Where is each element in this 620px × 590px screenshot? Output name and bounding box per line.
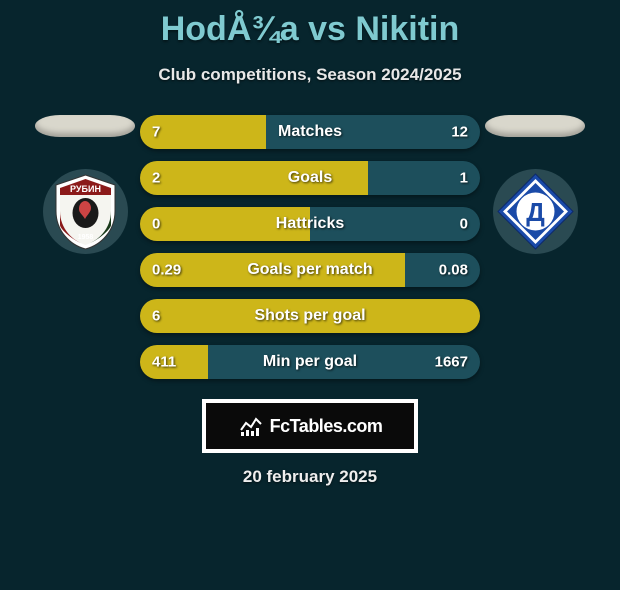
bar-value-right: 1667 [435,354,468,371]
left-side: РУБИН 1958 [30,115,140,254]
bar-label: Goals [288,169,332,187]
dynamo-badge-icon: Д [493,169,578,254]
subtitle: Club competitions, Season 2024/2025 [0,65,620,85]
bar-left-fill [140,161,368,195]
bar-value-left: 2 [152,170,160,187]
bar-value-left: 0.29 [152,262,181,279]
right-side: Д [480,115,590,254]
stat-bar: Hattricks 0 0 [140,207,480,241]
bar-value-right: 0.08 [439,262,468,279]
bar-value-right: 0 [460,216,468,233]
left-pill [35,115,135,137]
bar-value-right: 12 [451,124,468,141]
comparison-row: РУБИН 1958 Matches 7 12 Goals 2 1 Hattricks 0 0 G… [0,115,620,379]
stat-bars: Matches 7 12 Goals 2 1 Hattricks 0 0 Goals per ma… [140,115,480,379]
bar-value-left: 7 [152,124,160,141]
stat-bar: Goals per match 0.29 0.08 [140,253,480,287]
bar-value-left: 411 [152,354,176,371]
bar-label: Min per goal [263,353,357,371]
bar-label: Matches [278,123,342,141]
left-club-logo: РУБИН 1958 [43,169,128,254]
stat-bar: Goals 2 1 [140,161,480,195]
svg-text:1958: 1958 [77,234,93,241]
right-club-logo: Д [493,169,578,254]
right-pill [485,115,585,137]
rubin-shield-icon: РУБИН 1958 [43,169,128,254]
brand-text: FcTables.com [270,416,383,437]
stat-bar: Shots per goal 6 [140,299,480,333]
svg-text:Д: Д [526,197,545,227]
page-title: HodÅ¾a vs Nikitin [0,10,620,49]
bar-value-left: 6 [152,308,160,325]
brand-box: FcTables.com [202,399,418,453]
bar-label: Hattricks [276,215,344,233]
brand-logo-icon [238,413,264,439]
bar-label: Goals per match [247,261,372,279]
bar-label: Shots per goal [254,307,365,325]
stat-bar: Min per goal 411 1667 [140,345,480,379]
bar-value-right: 1 [460,170,468,187]
stat-bar: Matches 7 12 [140,115,480,149]
svg-text:РУБИН: РУБИН [70,184,101,194]
bar-value-left: 0 [152,216,160,233]
date-text: 20 february 2025 [0,467,620,487]
